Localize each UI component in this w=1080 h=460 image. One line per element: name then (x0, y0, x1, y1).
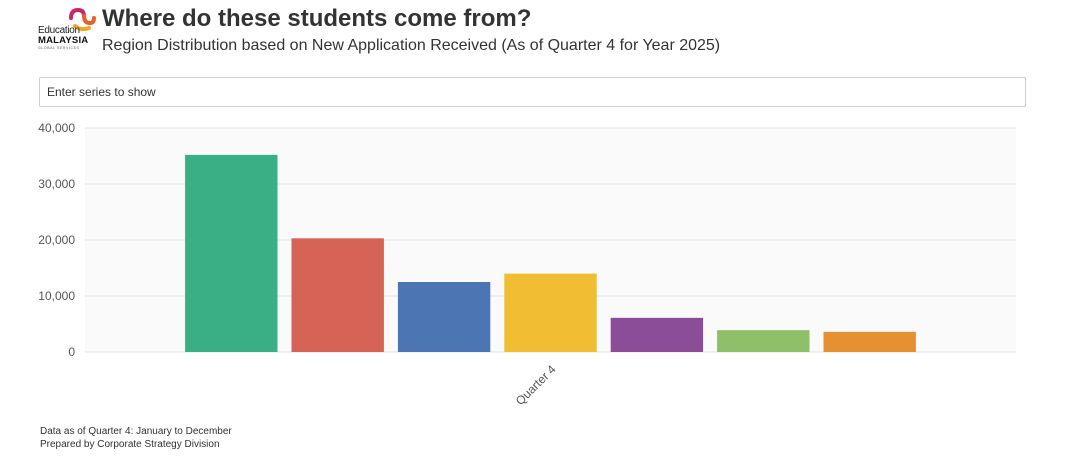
x-tick-label: Quarter 4 (513, 362, 559, 408)
logo-swirl-arc (69, 7, 86, 20)
footer-notes: Data as of Quarter 4: January to Decembe… (40, 425, 232, 451)
y-tick-label: 30,000 (38, 177, 75, 191)
logo-swirl-arc (82, 14, 96, 26)
logo-text-education: Education (38, 25, 80, 36)
footer-note-data-period: Data as of Quarter 4: January to Decembe… (40, 426, 232, 437)
x-axis: Quarter 4 (513, 362, 559, 408)
y-tick-label: 40,000 (38, 121, 75, 135)
bar[interactable] (397, 282, 491, 352)
bar[interactable] (717, 330, 810, 352)
bar[interactable] (610, 317, 704, 352)
y-tick-label: 20,000 (38, 233, 75, 247)
series-filter-input[interactable]: Enter series to show (39, 77, 1026, 107)
chart-subtitle: Region Distribution based on New Applica… (102, 37, 721, 54)
logo-mark-icon (69, 7, 96, 32)
logo-text-global-services: GLOBAL SERVICES (38, 46, 80, 50)
bar-chart: 0 10,000 20,000 30,000 40,000 Quarter 4 (38, 121, 1016, 408)
chart-title: Where do these students come from? (102, 5, 532, 32)
bar[interactable] (185, 154, 278, 352)
education-malaysia-logo[interactable]: Education MALAYSIA GLOBAL SERVICES (38, 6, 98, 52)
bar[interactable] (504, 273, 597, 352)
bars (185, 154, 916, 352)
header: Education MALAYSIA GLOBAL SERVICES Where… (38, 4, 1038, 60)
logo-text-malaysia: MALAYSIA (38, 35, 89, 46)
logo-swirl-arc (73, 24, 91, 32)
bar[interactable] (823, 331, 916, 352)
footer-note-prepared-by: Prepared by Corporate Strategy Division (40, 439, 220, 450)
y-axis: 0 10,000 20,000 30,000 40,000 (38, 121, 75, 359)
y-tick-label: 0 (68, 345, 75, 359)
y-tick-label: 10,000 (38, 289, 75, 303)
bar[interactable] (291, 238, 384, 352)
